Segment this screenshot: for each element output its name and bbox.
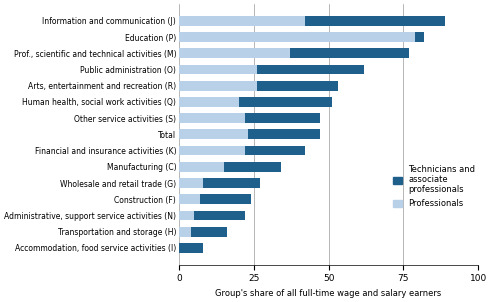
Bar — [200, 194, 251, 204]
Bar — [415, 32, 424, 42]
Bar — [304, 16, 445, 26]
Bar — [179, 146, 245, 156]
Bar — [248, 130, 320, 139]
Bar — [179, 210, 194, 220]
Bar — [239, 97, 331, 107]
Bar — [179, 16, 304, 26]
Bar — [179, 97, 239, 107]
Bar — [257, 81, 337, 91]
Bar — [179, 81, 257, 91]
Bar — [179, 48, 290, 58]
Bar — [179, 243, 203, 253]
Bar — [257, 65, 364, 74]
Bar — [179, 227, 191, 236]
Bar — [224, 162, 281, 172]
Bar — [179, 65, 257, 74]
Bar — [179, 194, 200, 204]
Bar — [290, 48, 409, 58]
Bar — [179, 178, 203, 188]
X-axis label: Group's share of all full-time wage and salary earners: Group's share of all full-time wage and … — [216, 289, 442, 298]
Legend: Technicians and
associate
professionals, Professionals: Technicians and associate professionals,… — [392, 163, 477, 210]
Bar — [179, 32, 415, 42]
Bar — [179, 113, 245, 123]
Bar — [203, 178, 260, 188]
Bar — [194, 210, 245, 220]
Bar — [179, 130, 248, 139]
Bar — [245, 146, 304, 156]
Bar — [179, 162, 224, 172]
Bar — [191, 227, 227, 236]
Bar — [245, 113, 320, 123]
